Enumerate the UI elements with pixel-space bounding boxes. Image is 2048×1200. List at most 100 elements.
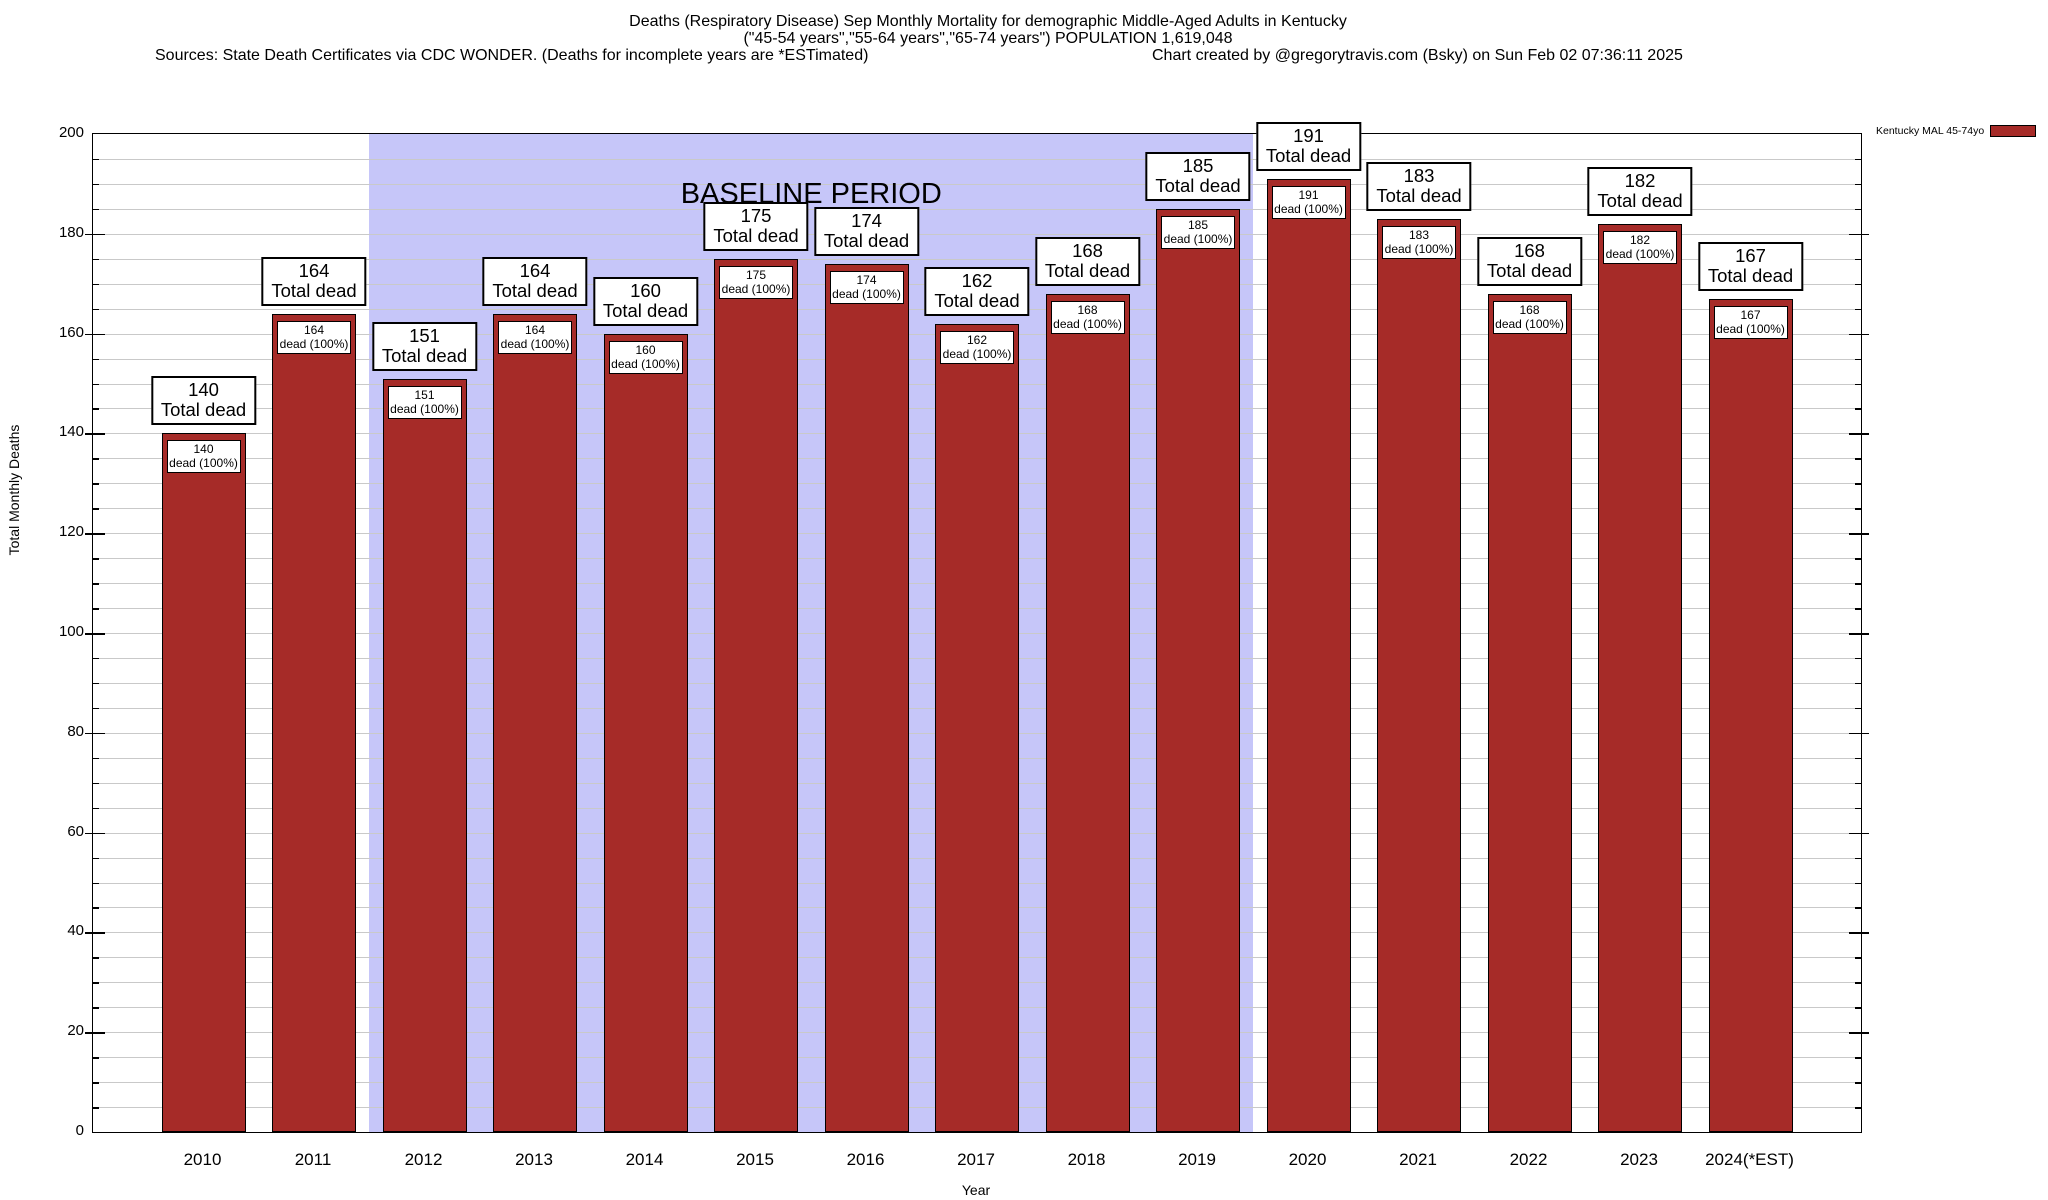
y-tick-right [1855,183,1861,186]
y-tick-right [1855,882,1861,884]
y-tick-right [1849,533,1869,535]
y-tick-right [1855,982,1861,984]
y-tick-label: 200 [58,124,84,141]
chart-header: Deaths (Respiratory Disease) Sep Monthly… [0,13,1976,64]
y-tick-right [1855,358,1861,361]
y-tick-right [1855,757,1861,760]
chart-meta-line: Sources: State Death Certificates via CD… [0,47,1976,64]
y-tick-label: 160 [58,323,84,341]
bar-2021 [1377,218,1461,1132]
y-tick-label: 80 [67,722,84,740]
bar-dead-pct-label: 175 dead (100%) [719,265,793,299]
bar-dead-pct-label: 151 dead (100%) [387,385,462,419]
bar-total-label: 175 Total dead [703,201,809,251]
y-tick-left [93,483,99,485]
x-tick-label: 2010 [183,1150,222,1169]
y-tick-left [85,233,105,236]
bar-dead-pct-label: 167 dead (100%) [1713,305,1788,339]
x-tick-label: 2017 [957,1150,995,1169]
bar-total-label: 160 Total dead [592,276,699,326]
y-tick-right [1855,158,1861,161]
bar-total-label: 167 Total dead [1697,241,1804,291]
chart-title: Deaths (Respiratory Disease) Sep Monthly… [629,13,1347,30]
y-tick-right [1855,483,1861,485]
bar-dead-pct-label: 164 dead (100%) [498,320,572,354]
bar-dead-pct-label: 162 dead (100%) [940,330,1014,364]
y-tick-right [1849,233,1869,236]
y-tick-left [85,633,105,635]
y-tick-left [93,358,99,361]
credit-text: Chart created by @gregorytravis.com (Bsk… [1152,47,1683,64]
bar-dead-pct-label: 191 dead (100%) [1271,185,1346,219]
bar-dead-pct-label: 174 dead (100%) [829,270,904,304]
y-tick-right [1855,1007,1861,1009]
y-tick-right [1855,707,1861,710]
y-tick-right [1849,932,1869,934]
bar-dead-pct-label: 140 dead (100%) [166,440,241,474]
bar-total-label: 185 Total dead [1145,151,1251,201]
y-tick-right [1855,807,1861,810]
y-tick-left [93,258,99,261]
bar-2015 [714,258,798,1132]
x-axis-title: Year [961,1182,991,1198]
y-tick-right [1855,1107,1861,1109]
y-tick-right [1855,907,1861,909]
y-tick-right [1855,508,1861,510]
y-tick-left [93,183,99,186]
legend-color-swatch [1990,125,2037,137]
gridline [93,158,1861,160]
y-tick-left [93,458,99,460]
y-tick-left [85,832,105,835]
y-tick-left [93,982,99,984]
y-tick-right [1855,283,1861,286]
y-tick-left [93,682,99,685]
y-tick-left [85,1032,105,1034]
y-tick-left [85,732,105,735]
bar-total-label: 182 Total dead [1587,166,1693,216]
y-tick-left [93,208,99,211]
bar-2012 [382,378,467,1132]
y-tick-left [93,1107,99,1109]
x-tick-label: 2022 [1509,1150,1548,1169]
bar-2010 [161,433,246,1132]
y-tick-right [1849,433,1869,435]
y-tick-left [93,807,99,810]
y-tick-label: 180 [58,223,84,241]
x-tick-label: 2015 [736,1150,774,1169]
y-tick-left [85,433,105,435]
bar-2020 [1266,178,1351,1132]
x-tick-label: 2013 [515,1150,553,1169]
bar-dead-pct-label: 182 dead (100%) [1603,230,1677,264]
bar-dead-pct-label: 185 dead (100%) [1161,215,1235,249]
y-tick-right [1855,682,1861,685]
bar-2011 [272,313,356,1132]
bar-dead-pct-label: 183 dead (100%) [1382,225,1456,259]
y-tick-right [1849,333,1869,336]
y-tick-right [1855,1082,1861,1084]
y-tick-left [93,1007,99,1009]
y-tick-right [1855,558,1861,560]
y-tick-right [1855,308,1861,311]
x-tick-label: 2023 [1620,1150,1658,1169]
y-tick-left [93,707,99,710]
y-tick-label: 100 [58,623,84,640]
bar-total-label: 151 Total dead [371,321,478,371]
gridline [93,233,1861,235]
y-tick-left [93,308,99,311]
bar-2018 [1045,293,1130,1132]
bar-total-label: 162 Total dead [924,266,1030,316]
y-tick-label: 120 [58,523,84,541]
x-tick-label: 2011 [294,1150,332,1169]
gridline [93,183,1861,185]
y-tick-left [85,333,105,336]
y-tick-right [1855,408,1861,410]
bar-total-label: 140 Total dead [150,376,257,426]
y-tick-label: 0 [75,1122,84,1139]
y-tick-right [1855,583,1861,585]
y-tick-label: 140 [58,423,84,441]
bar-2014 [603,333,688,1132]
bar-total-label: 168 Total dead [1476,236,1583,286]
bar-total-label: 168 Total dead [1034,236,1141,286]
y-tick-right [1855,782,1861,785]
